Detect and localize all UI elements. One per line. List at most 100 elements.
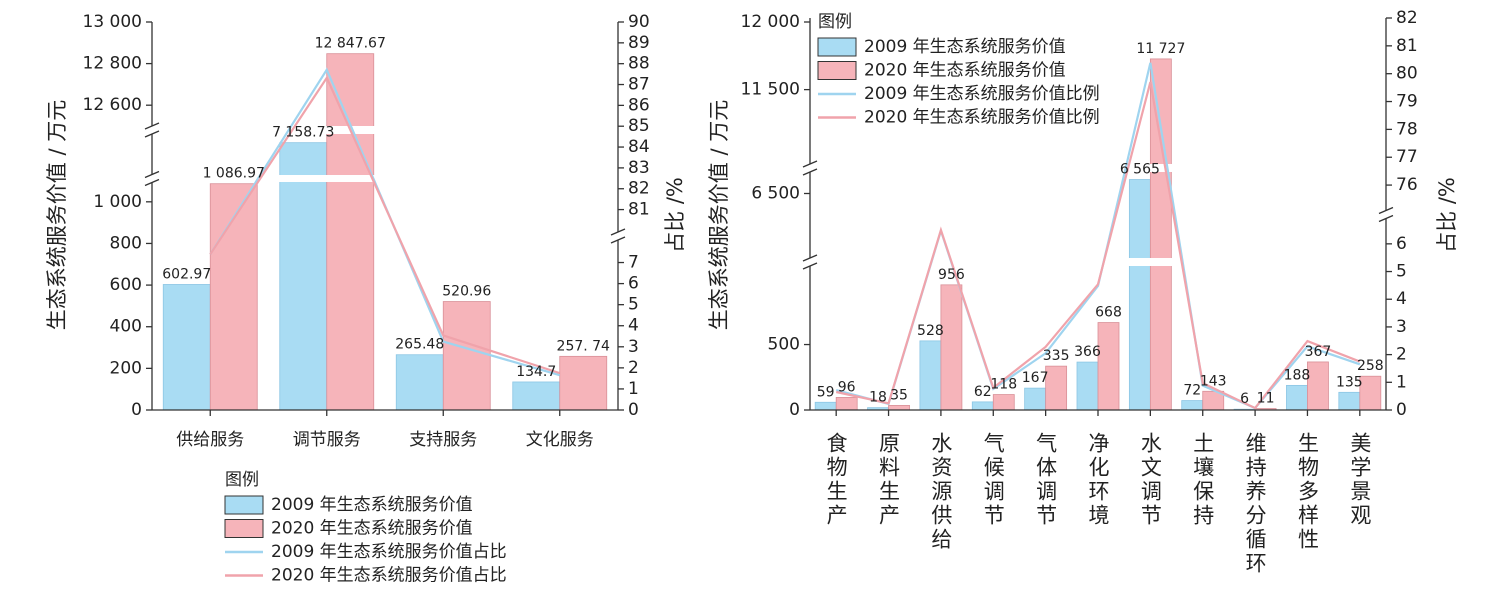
value-label: 12 847.67 <box>315 36 386 52</box>
x-tick-label: 美学景观 <box>1348 432 1372 528</box>
axis-break-mark <box>802 168 818 176</box>
legend-label: 2009 年生态系统服务价值 <box>864 37 1066 57</box>
y2-tick-label: 84 <box>628 137 650 157</box>
bar <box>888 405 910 411</box>
bar <box>814 401 837 411</box>
value-label: 135 <box>1336 374 1363 390</box>
value-label: 956 <box>938 267 965 283</box>
y-tick-label: 800 <box>110 233 142 253</box>
value-label: 188 <box>1284 367 1311 383</box>
legend-title: 图例 <box>818 12 852 32</box>
y2-tick-label: 83 <box>628 158 650 178</box>
y-tick-label: 6 500 <box>751 184 800 204</box>
legend-swatch <box>224 519 264 538</box>
axis-break <box>144 126 160 134</box>
y-tick-label: 12 000 <box>741 12 800 32</box>
y2-tick-label: 1 <box>1396 372 1407 392</box>
value-label: 134.7 <box>516 364 556 380</box>
value-label: 528 <box>917 323 944 339</box>
axis-break <box>802 258 818 266</box>
y2-tick-label: 77 <box>1396 147 1418 167</box>
y2-tick-label: 1 <box>628 379 639 399</box>
y-tick-label: 500 <box>768 335 800 355</box>
x-tick-label: 净化环境 <box>1086 432 1110 528</box>
bar <box>1359 375 1382 411</box>
x-tick-label: 生物多样性 <box>1295 432 1319 552</box>
axis-break-mark <box>802 262 818 270</box>
x-tick-label: 气体调节 <box>1034 432 1058 528</box>
y-axis-title: 生态系统服务价值 / 万元 <box>45 100 69 330</box>
bar <box>992 394 1015 411</box>
y2-tick-label: 87 <box>628 75 650 95</box>
x-tick-label: 维持养分循环 <box>1243 432 1267 576</box>
bar <box>1128 179 1151 411</box>
axis-break-mark <box>1378 214 1394 223</box>
y2-tick-label: 6 <box>628 274 639 294</box>
value-label: 18 <box>869 390 887 406</box>
y2-tick-label: 80 <box>1396 64 1418 84</box>
y-tick-label: 600 <box>110 275 142 295</box>
y2-tick-label: 90 <box>628 12 650 32</box>
y2-tick-label: 85 <box>628 116 650 136</box>
value-label: 1 086.97 <box>203 166 265 182</box>
value-label: 668 <box>1095 305 1122 321</box>
x-tick-label: 文化服务 <box>526 430 594 450</box>
bar <box>1181 400 1204 411</box>
y2-tick-label: 6 <box>1396 234 1407 254</box>
legend-label: 2009 年生态系统服务价值比例 <box>864 84 1100 104</box>
y-tick-label: 12 600 <box>83 95 142 115</box>
value-label: 265.48 <box>395 337 444 353</box>
legend-label: 2020 年生态系统服务价值比例 <box>864 108 1100 128</box>
value-label: 11 727 <box>1136 41 1185 57</box>
bar <box>1338 391 1361 411</box>
y-tick-label: 400 <box>110 317 142 337</box>
line <box>835 81 1361 410</box>
y2-tick-label: 5 <box>1396 262 1407 282</box>
y2-tick-label: 5 <box>628 295 639 315</box>
x-tick-label: 水文调节 <box>1138 432 1162 528</box>
line <box>209 75 561 375</box>
axis-break <box>144 174 160 183</box>
bar <box>209 183 258 411</box>
bar <box>162 284 211 411</box>
value-label: 335 <box>1043 348 1070 364</box>
bar <box>326 53 375 411</box>
y2-tick-label: 4 <box>1396 289 1407 309</box>
axis-break-gap <box>811 258 1385 266</box>
axis-break <box>802 164 818 172</box>
axis-break-mark <box>144 178 160 187</box>
value-label: 11 <box>1257 391 1275 407</box>
bar <box>279 142 328 411</box>
y-tick-label: 12 800 <box>83 54 142 74</box>
bar <box>1076 361 1099 411</box>
axis-break-mark <box>802 254 818 262</box>
legend-swatch <box>817 37 857 57</box>
line <box>209 67 561 377</box>
bar <box>1045 365 1068 411</box>
y2-tick-label: 79 <box>1396 92 1418 112</box>
axis-break-mark <box>610 228 626 236</box>
y-tick-label: 0 <box>789 400 800 420</box>
y2-tick-label: 4 <box>628 316 639 336</box>
legend-label: 2020 年生态系统服务价值 <box>271 519 473 539</box>
value-label: 59 <box>817 384 835 400</box>
value-label: 602.97 <box>162 266 211 282</box>
x-tick-label: 气候调节 <box>981 432 1005 528</box>
y2-tick-label: 76 <box>1396 175 1418 195</box>
y2-tick-label: 88 <box>628 54 650 74</box>
y2-tick-label: 7 <box>628 253 639 273</box>
y2-tick-label: 86 <box>628 95 650 115</box>
axis-break-mark <box>144 130 160 138</box>
axis-break-gap <box>811 164 1385 172</box>
x-tick-label: 调节服务 <box>293 430 361 450</box>
legend-label: 2020 年生态系统服务价值 <box>864 61 1066 81</box>
y-tick-label: 11 500 <box>741 80 800 100</box>
value-label: 62 <box>974 384 992 400</box>
x-tick-label: 支持服务 <box>409 430 477 450</box>
value-label: 258 <box>1357 358 1384 374</box>
axis-break-mark <box>610 236 626 244</box>
axis-break-mark <box>802 160 818 168</box>
y2-tick-label: 2 <box>628 358 639 378</box>
axis-break <box>610 232 626 240</box>
